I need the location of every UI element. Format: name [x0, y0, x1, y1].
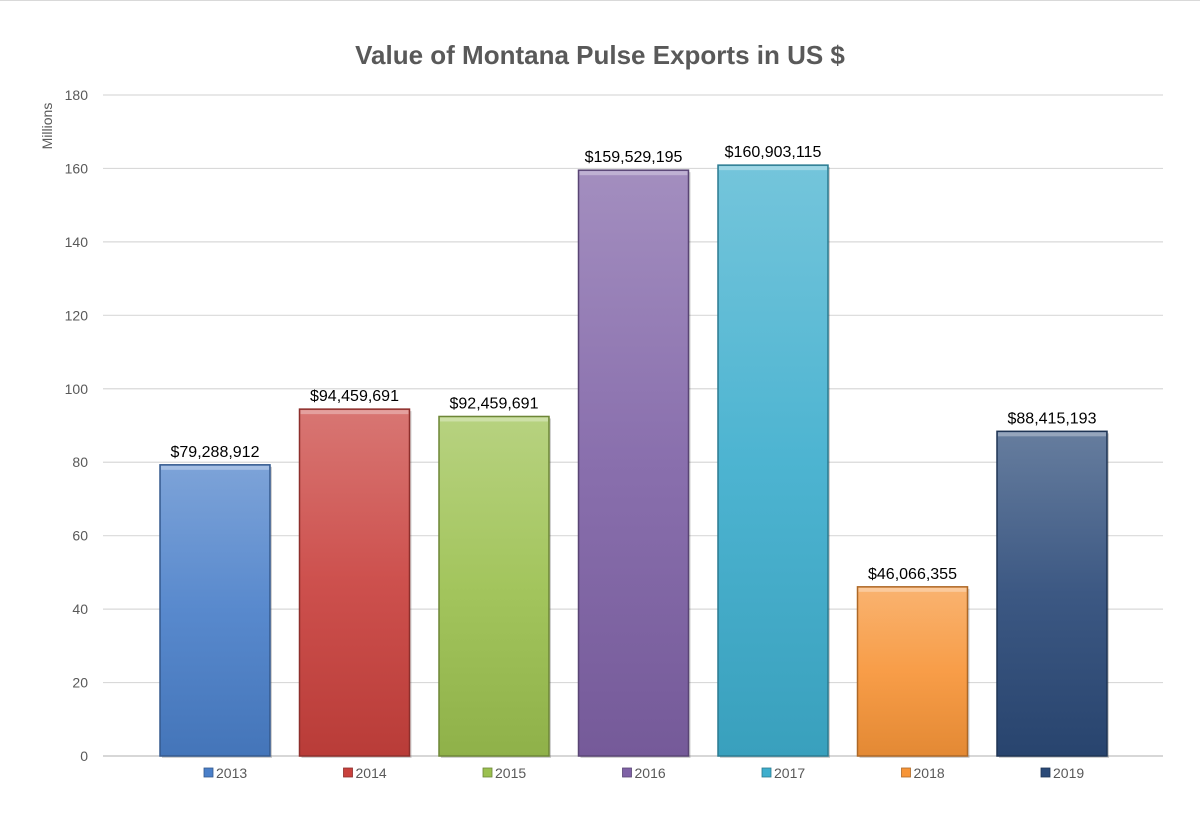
y-axis-label: Millions — [39, 103, 55, 150]
bar-highlight — [579, 171, 688, 176]
bar-2013 — [159, 464, 271, 757]
y-tick-label: 120 — [65, 307, 89, 323]
legend-label-2019: 2019 — [1053, 765, 1084, 781]
y-tick-label: 180 — [65, 87, 89, 103]
legend-label-2016: 2016 — [635, 765, 666, 781]
bar-highlight — [300, 410, 409, 415]
legend-swatch-2017 — [761, 767, 772, 778]
gridlines — [103, 94, 1163, 757]
bar-highlight — [161, 465, 269, 470]
bar-highlight — [719, 166, 827, 171]
data-label-2018: $46,066,355 — [868, 566, 957, 583]
bar-2017 — [717, 164, 829, 757]
bar-highlight — [998, 432, 1106, 437]
bars — [159, 164, 1109, 759]
chart-title: Value of Montana Pulse Exports in US $ — [355, 40, 845, 70]
bar-2018 — [856, 586, 969, 757]
legend-swatch-2014 — [343, 767, 353, 778]
data-label-2013: $79,288,912 — [171, 444, 260, 461]
legend-swatch-2015 — [482, 767, 493, 778]
y-tick-label: 0 — [80, 748, 88, 764]
y-tick-label: 80 — [72, 454, 88, 470]
legend-label-2013: 2013 — [216, 765, 247, 781]
y-tick-label: 20 — [72, 675, 88, 691]
data-label-2017: $160,903,115 — [725, 144, 822, 161]
bar-2016 — [577, 169, 690, 757]
bar-2015 — [438, 415, 550, 757]
legend-swatch-2016 — [622, 767, 632, 778]
y-tick-label: 140 — [65, 234, 89, 250]
legend-label-2017: 2017 — [774, 765, 805, 781]
legend-label-2018: 2018 — [914, 765, 945, 781]
top-border — [0, 0, 1200, 1]
data-label-2019: $88,415,193 — [1008, 410, 1097, 427]
y-tick-label: 60 — [72, 528, 88, 544]
data-label-2016: $159,529,195 — [585, 149, 683, 166]
y-tick-label: 100 — [65, 381, 89, 397]
y-tick-label: 160 — [65, 160, 89, 176]
y-axis-ticks: 0 20 40 60 80 100 120 140 160 180 — [65, 87, 89, 764]
bar-2014 — [298, 408, 411, 757]
y-tick-label: 40 — [72, 601, 88, 617]
bar-highlight — [440, 417, 548, 422]
data-label-2014: $94,459,691 — [310, 388, 399, 405]
legend-swatch-2018 — [901, 767, 911, 778]
legend-label-2015: 2015 — [495, 765, 526, 781]
bar-highlight — [858, 587, 967, 592]
legend-swatch-2019 — [1040, 767, 1051, 778]
data-labels: $79,288,912 $94,459,691 $92,459,691 $159,52… — [171, 144, 1097, 583]
legend-label-2014: 2014 — [356, 765, 387, 781]
bar-2019 — [996, 430, 1108, 757]
legend-swatch-2013 — [203, 767, 214, 778]
data-label-2015: $92,459,691 — [450, 395, 539, 412]
legend: 2013 2014 2015 2016 2017 2018 2019 — [203, 765, 1084, 781]
